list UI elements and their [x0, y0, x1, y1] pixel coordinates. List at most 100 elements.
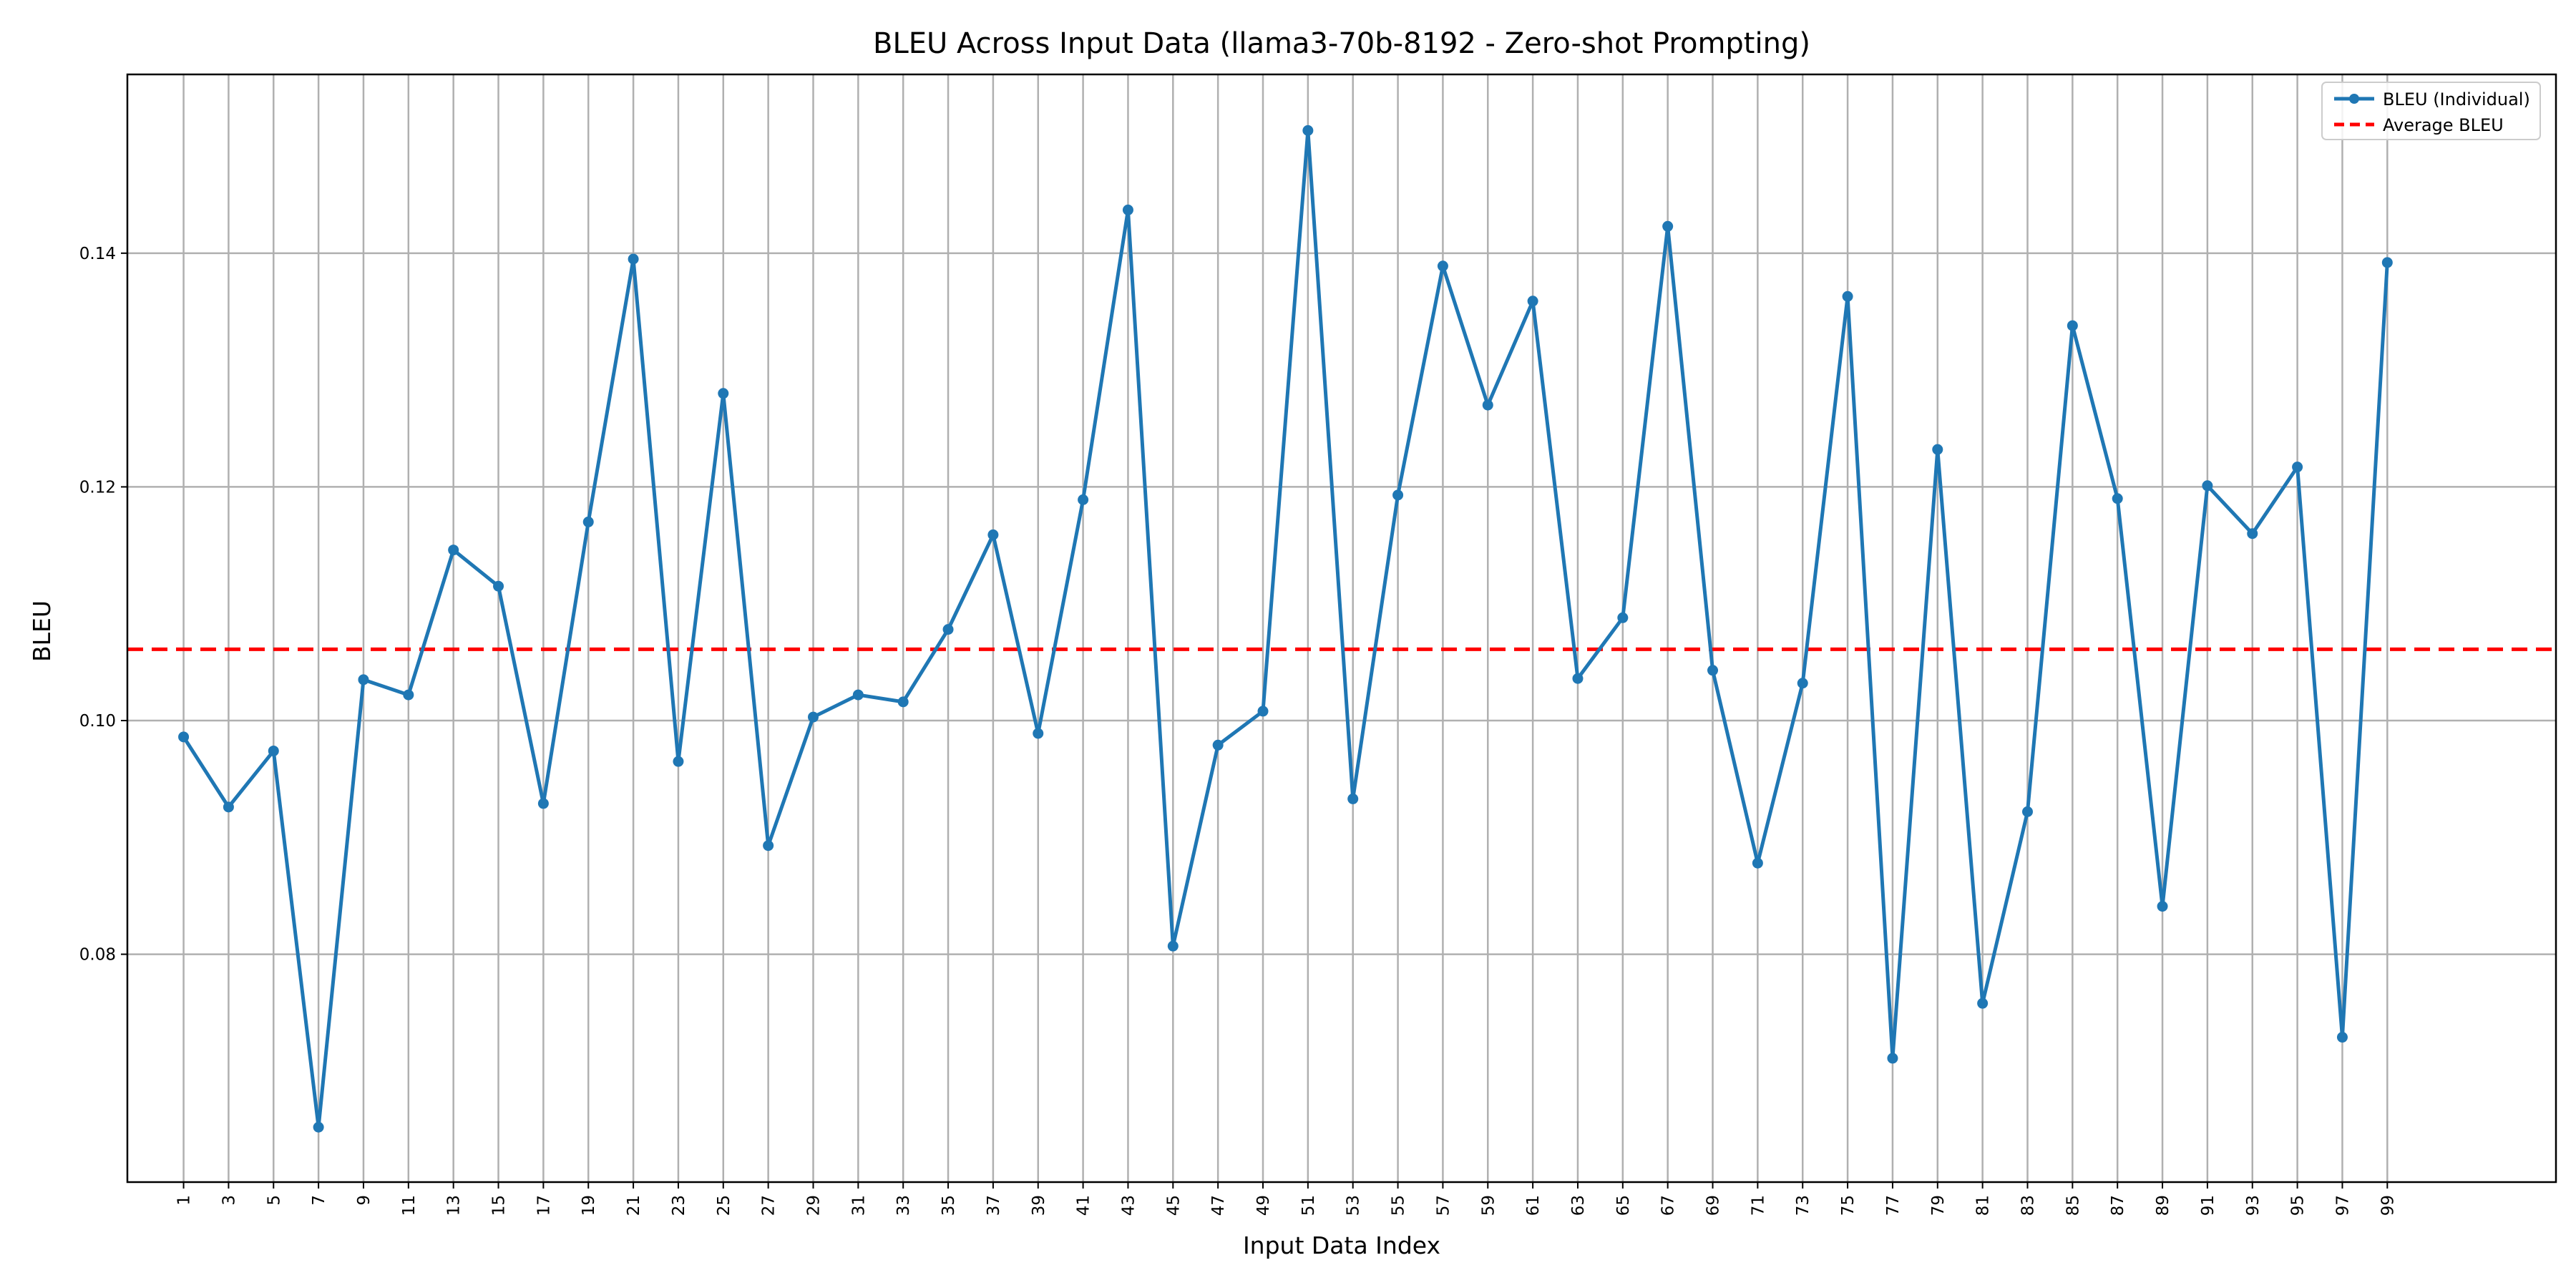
bleu-data-point — [313, 1121, 324, 1133]
bleu-data-point — [807, 711, 819, 723]
bleu-data-point — [268, 745, 279, 756]
bleu-data-point — [223, 801, 234, 813]
bleu-data-point — [448, 545, 459, 556]
x-tick-label: 1 — [175, 1195, 194, 1206]
bleu-data-point — [1033, 728, 1044, 739]
x-tick-label: 61 — [1524, 1195, 1543, 1216]
x-tick-label: 17 — [535, 1195, 553, 1216]
bleu-data-point — [897, 696, 909, 708]
x-tick-label: 45 — [1164, 1195, 1183, 1216]
bleu-data-point — [1527, 296, 1538, 307]
x-tick-label: 97 — [2333, 1195, 2352, 1216]
x-tick-label: 9 — [355, 1195, 374, 1206]
legend-series-marker — [2349, 94, 2359, 104]
x-tick-label: 67 — [1659, 1195, 1678, 1216]
x-tick-label: 7 — [310, 1195, 328, 1206]
bleu-data-point — [1842, 291, 1853, 302]
x-tick-label: 81 — [1974, 1195, 1993, 1216]
x-tick-label: 13 — [445, 1195, 464, 1216]
x-tick-label: 75 — [1839, 1195, 1858, 1216]
x-tick-label: 35 — [940, 1195, 958, 1216]
x-axis-label: Input Data Index — [1243, 1231, 1440, 1259]
x-tick-label: 85 — [2064, 1195, 2082, 1216]
bleu-data-point — [1932, 444, 1943, 455]
bleu-data-point — [582, 516, 594, 527]
series-layer — [178, 125, 2393, 1133]
bleu-data-point — [987, 529, 999, 540]
bleu-data-point — [2247, 528, 2258, 540]
x-tick-label: 87 — [2109, 1195, 2127, 1216]
x-tick-label: 63 — [1569, 1195, 1588, 1216]
bleu-data-point — [628, 253, 639, 265]
bleu-data-point — [1707, 665, 1719, 676]
bleu-data-point — [2112, 493, 2123, 504]
bleu-data-point — [178, 731, 190, 743]
x-tick-label: 53 — [1345, 1195, 1363, 1216]
x-tick-label: 79 — [1929, 1195, 1948, 1216]
bleu-data-point — [493, 580, 504, 592]
bleu-data-point — [1392, 489, 1404, 501]
bleu-data-point — [2292, 462, 2303, 473]
x-tick-label: 27 — [760, 1195, 779, 1216]
x-tick-label: 37 — [985, 1195, 1003, 1216]
bleu-data-point — [1977, 997, 1989, 1009]
y-tick-label: 0.14 — [79, 245, 116, 263]
x-tick-label: 3 — [220, 1195, 238, 1206]
x-tick-label: 51 — [1299, 1195, 1318, 1216]
x-tick-label: 65 — [1614, 1195, 1633, 1216]
bleu-data-point — [718, 388, 729, 399]
x-tick-label: 69 — [1704, 1195, 1723, 1216]
bleu-data-point — [673, 756, 684, 767]
y-tick-label: 0.08 — [79, 946, 116, 965]
bleu-data-point — [1257, 706, 1269, 717]
x-tick-label: 49 — [1254, 1195, 1273, 1216]
x-tick-label: 83 — [2019, 1195, 2037, 1216]
bleu-data-point — [1572, 673, 1584, 684]
y-tick-label: 0.12 — [79, 478, 116, 497]
bleu-data-point — [1662, 220, 1674, 232]
chart-title: BLEU Across Input Data (llama3-70b-8192 … — [873, 27, 1810, 60]
y-tick-label: 0.10 — [79, 712, 116, 731]
bleu-data-point — [1302, 125, 1314, 136]
bleu-data-point — [537, 798, 549, 809]
x-tick-label: 11 — [400, 1195, 419, 1216]
bleu-data-point — [942, 624, 954, 635]
bleu-data-point — [1482, 399, 1493, 411]
x-tick-label: 93 — [2244, 1195, 2263, 1216]
x-tick-label: 91 — [2199, 1195, 2218, 1216]
bleu-data-point — [1617, 612, 1629, 623]
x-tick-label: 71 — [1749, 1195, 1767, 1216]
bleu-data-point — [2336, 1032, 2348, 1043]
bleu-data-point — [358, 674, 369, 686]
bleu-data-point — [1167, 940, 1179, 952]
grid-lines — [127, 74, 2556, 1182]
bleu-data-point — [2202, 480, 2213, 492]
legend-box — [2321, 82, 2541, 140]
legend-series-label: BLEU (Individual) — [2383, 89, 2530, 109]
x-tick-label: 55 — [1390, 1195, 1408, 1216]
legend-average-label: Average BLEU — [2383, 115, 2504, 135]
x-tick-label: 41 — [1075, 1195, 1093, 1216]
x-axis-ticks: 1 3 5 7 9 11 13 15 17 19 21 23 25 27 29 31 33 35 37 39 41 43 4… — [175, 1182, 2397, 1216]
x-tick-label: 29 — [804, 1195, 823, 1216]
legend: BLEU (Individual) Average BLEU — [2321, 82, 2541, 140]
x-tick-label: 15 — [490, 1195, 509, 1216]
x-tick-label: 59 — [1479, 1195, 1498, 1216]
bleu-data-point — [1347, 793, 1359, 804]
x-tick-label: 99 — [2379, 1195, 2397, 1216]
bleu-data-point — [1797, 678, 1808, 689]
x-tick-label: 21 — [625, 1195, 643, 1216]
bleu-data-point — [403, 689, 414, 701]
x-tick-label: 23 — [670, 1195, 688, 1216]
y-axis-ticks: 0.08 0.10 0.12 0.14 — [79, 245, 127, 965]
x-tick-label: 47 — [1209, 1195, 1228, 1216]
plot-area-frame — [126, 73, 2557, 1184]
bleu-series-line — [182, 128, 2389, 1129]
x-tick-label: 39 — [1030, 1195, 1048, 1216]
x-tick-label: 19 — [580, 1195, 598, 1216]
bleu-data-point — [1752, 857, 1763, 869]
x-tick-label: 73 — [1794, 1195, 1813, 1216]
bleu-data-point — [2381, 257, 2393, 268]
